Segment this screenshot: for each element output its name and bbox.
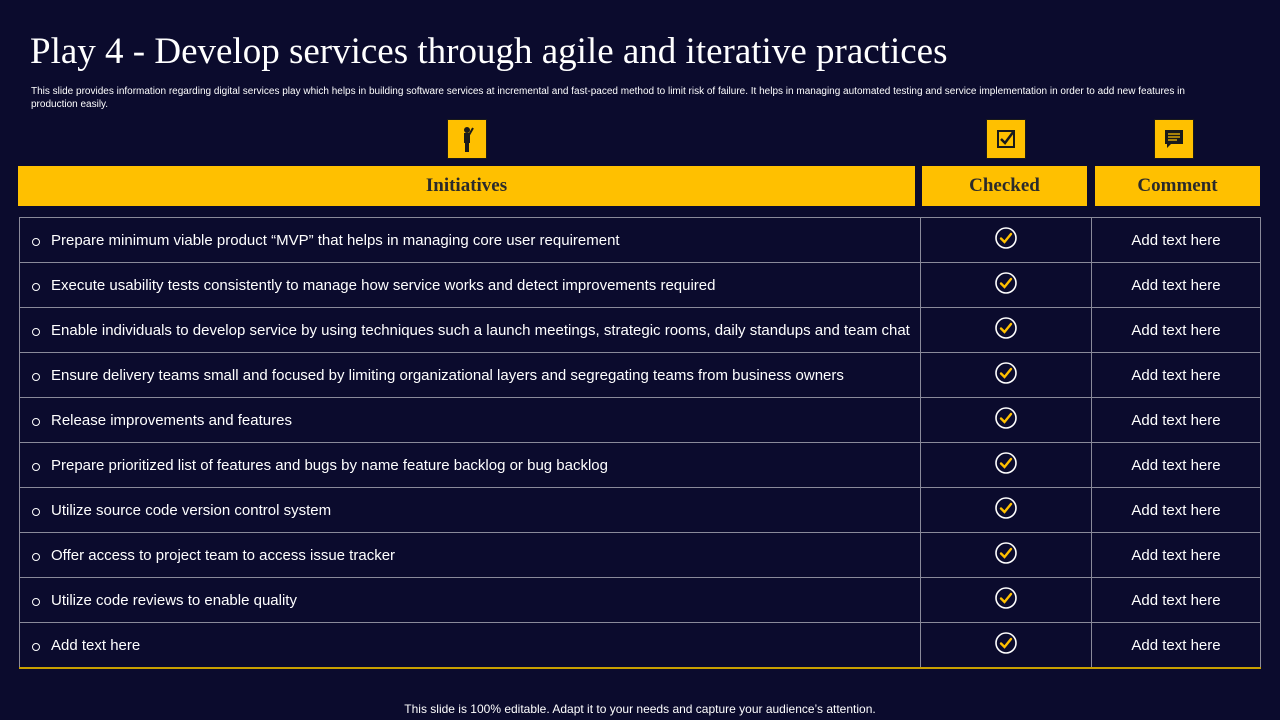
bullet [32,642,40,651]
initiative-text: Offer access to project team to access i… [51,546,396,564]
initiative-cell: Utilize source code version control syst… [19,488,920,532]
bullet [32,417,40,426]
comment-cell: Add text here [1091,308,1261,352]
comment-text: Add text here [1131,321,1221,339]
column-header: Checked [922,166,1087,206]
comment-text: Add text here [1131,546,1221,564]
initiative-cell: Utilize code reviews to enable quality [19,578,920,622]
comment-text: Add text here [1131,591,1221,609]
checked-cell [920,353,1091,397]
subtitle: This slide provides information regardin… [31,86,1185,110]
bullet [32,282,40,291]
footer: This slide is 100% editable. Adapt it to… [404,702,876,716]
comment-text: Add text here [1131,276,1221,294]
title: Play 4 - Develop services through agile … [30,31,948,72]
comment-cell: Add text here [1091,578,1261,622]
bullet [32,372,40,381]
check-icon [994,631,1018,659]
comment-cell: Add text here [1091,533,1261,577]
checked-cell [920,308,1091,352]
checked-cell [920,533,1091,577]
bullet [32,552,40,561]
initiative-text: Utilize source code version control syst… [51,501,332,519]
comment-text: Add text here [1131,501,1221,519]
check-icon [994,361,1018,389]
table-row: Utilize code reviews to enable quality Ad… [19,577,1261,622]
bullet [32,462,40,471]
table-row: Offer access to project team to access i… [19,532,1261,577]
comment-text: Add text here [1131,366,1221,384]
table-row: Prepare minimum viable product “MVP” tha… [19,217,1261,262]
comment-cell: Add text here [1091,488,1261,532]
comment-text: Add text here [1131,231,1221,249]
checked-cell [920,218,1091,262]
initiative-text: Utilize code reviews to enable quality [51,591,297,609]
initiative-cell: Enable individuals to develop service by… [19,308,920,352]
check-icon [994,226,1018,254]
comment-cell: Add text here [1091,623,1261,667]
table-row: Execute usability tests consistently to … [19,262,1261,307]
check-icon [994,586,1018,614]
column-header: Comment [1095,166,1260,206]
comment-text: Add text here [1131,456,1221,474]
bullet [32,597,40,606]
bullet [32,327,40,336]
person-icon [447,119,487,159]
comment-cell: Add text here [1091,218,1261,262]
comment-cell: Add text here [1091,443,1261,487]
initiative-cell: Execute usability tests consistently to … [19,263,920,307]
initiative-text: Ensure delivery teams small and focused … [51,366,844,384]
checked-cell [920,263,1091,307]
check-icon [994,406,1018,434]
comment-icon [1154,119,1194,159]
initiative-text: Add text here [51,636,141,654]
check-icon [994,316,1018,344]
comment-text: Add text here [1131,636,1221,654]
table-row: Add text here Add text here [19,622,1261,667]
comment-text: Add text here [1131,411,1221,429]
initiative-cell: Prepare minimum viable product “MVP” tha… [19,218,920,262]
table: Prepare minimum viable product “MVP” tha… [19,217,1261,669]
initiative-text: Prepare prioritized list of features and… [51,456,608,474]
comment-cell: Add text here [1091,353,1261,397]
initiative-cell: Add text here [19,623,920,667]
table-row: Utilize source code version control syst… [19,487,1261,532]
bullet [32,507,40,516]
checked-cell [920,623,1091,667]
initiative-text: Prepare minimum viable product “MVP” tha… [51,231,620,249]
table-row: Enable individuals to develop service by… [19,307,1261,352]
check-icon [994,496,1018,524]
checked-cell [920,488,1091,532]
check-icon [994,451,1018,479]
check-icon [994,271,1018,299]
checkbox-icon [986,119,1026,159]
column-header: Initiatives [18,166,915,206]
table-row: Release improvements and features Add tex… [19,397,1261,442]
checked-cell [920,443,1091,487]
bullet [32,237,40,246]
checked-cell [920,578,1091,622]
initiative-text: Release improvements and features [51,411,292,429]
table-row: Prepare prioritized list of features and… [19,442,1261,487]
comment-cell: Add text here [1091,398,1261,442]
initiative-cell: Release improvements and features [19,398,920,442]
initiative-text: Enable individuals to develop service by… [51,321,910,339]
table-row: Ensure delivery teams small and focused … [19,352,1261,397]
checked-cell [920,398,1091,442]
initiative-cell: Ensure delivery teams small and focused … [19,353,920,397]
initiative-text: Execute usability tests consistently to … [51,276,716,294]
check-icon [994,541,1018,569]
initiative-cell: Offer access to project team to access i… [19,533,920,577]
comment-cell: Add text here [1091,263,1261,307]
initiative-cell: Prepare prioritized list of features and… [19,443,920,487]
